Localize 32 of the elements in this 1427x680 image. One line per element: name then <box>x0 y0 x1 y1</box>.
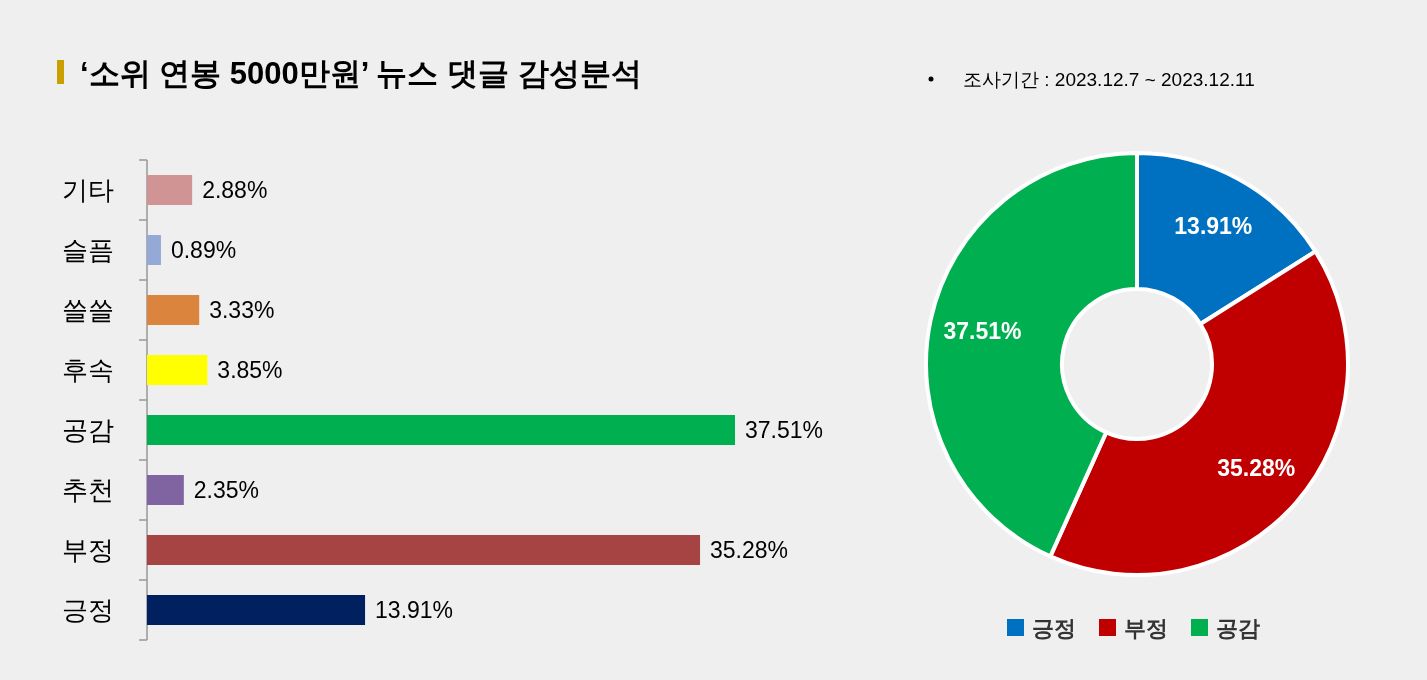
y-tick-label: 긍정 <box>62 595 114 625</box>
bar <box>147 235 161 265</box>
bar <box>147 415 735 445</box>
text: 조사기간 : 2023.12.7 ~ 2023.12.11 <box>963 69 1255 90</box>
data-label: 0.89% <box>170 237 237 263</box>
y-tick-label: 공감 <box>62 415 114 445</box>
y-tick-label: 기타 <box>62 175 114 205</box>
chart-title: ‘소위 연봉 5000만원’ 뉴스 댓글 감성분석 <box>80 56 642 91</box>
data-label: 2.88% <box>202 177 268 203</box>
bar <box>147 475 184 505</box>
legend-label: 부정 <box>1124 616 1168 641</box>
bar <box>147 535 701 565</box>
data-label: 35.28% <box>1217 454 1296 481</box>
y-tick-label: 추천 <box>62 475 114 505</box>
data-label: 2.35% <box>193 477 260 503</box>
y-tick-label: 부정 <box>62 535 114 565</box>
data-label: 35.28% <box>710 537 789 563</box>
bar <box>147 175 193 205</box>
data-label: 37.51% <box>943 317 1022 344</box>
data-label: 37.51% <box>745 417 824 443</box>
bar <box>147 355 208 385</box>
y-tick-label: 슬픔 <box>62 235 114 265</box>
bar <box>147 295 200 325</box>
bar <box>147 595 366 625</box>
data-label: 3.85% <box>217 357 283 383</box>
legend-label: 긍정 <box>1032 616 1076 641</box>
y-tick-label: 쓸쓸 <box>62 295 114 325</box>
y-tick-label: 후속 <box>62 355 114 385</box>
legend-label: 공감 <box>1216 616 1260 641</box>
data-label: 13.91% <box>375 597 454 623</box>
data-label: 3.33% <box>209 297 275 323</box>
data-label: 13.91% <box>1174 212 1253 239</box>
